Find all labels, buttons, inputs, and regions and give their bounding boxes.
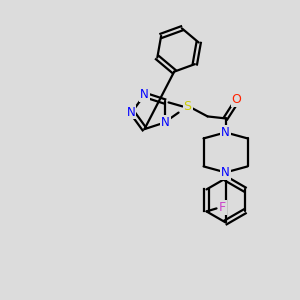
Text: N: N — [161, 116, 170, 129]
Text: N: N — [221, 126, 230, 139]
Text: O: O — [232, 93, 242, 106]
Text: N: N — [221, 166, 230, 179]
Text: N: N — [140, 88, 149, 101]
Text: N: N — [127, 106, 135, 118]
Text: F: F — [219, 201, 226, 214]
Text: S: S — [184, 100, 192, 113]
